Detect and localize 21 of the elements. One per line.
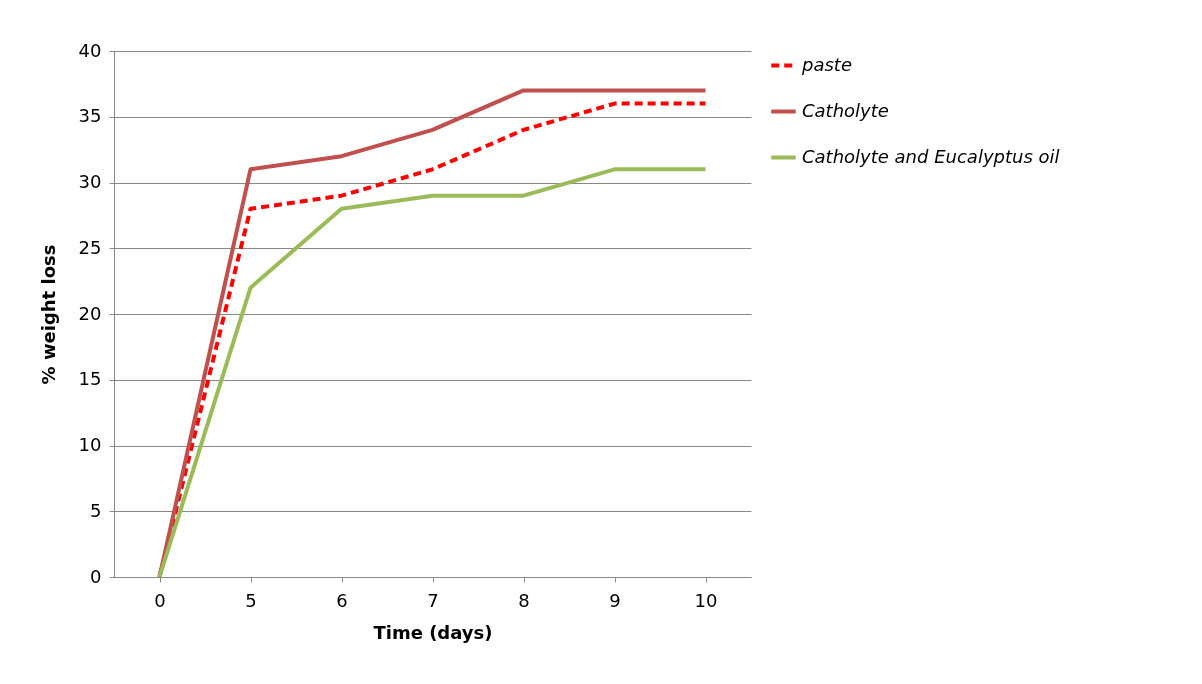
y-tick-label: 35 [78, 105, 102, 127]
legend-label: paste [801, 53, 852, 75]
y-tick-label: 20 [78, 302, 102, 324]
x-tick-label: 9 [609, 589, 621, 611]
x-tick-label: 5 [245, 589, 257, 611]
x-tick-label: 6 [336, 589, 348, 611]
y-tick-label: 5 [90, 499, 102, 521]
y-tick-label: 25 [78, 236, 102, 258]
y-tick-label: 15 [78, 368, 102, 390]
legend-label: Catholyte and Eucalyptus oil [802, 145, 1060, 167]
y-axis-title: % weight loss [37, 244, 59, 385]
y-tick-label: 40 [78, 39, 102, 61]
y-tick-label: 0 [90, 565, 102, 587]
y-tick-label: 10 [78, 434, 102, 455]
legend-label: Catholyte [802, 99, 889, 121]
x-tick-label: 7 [427, 589, 439, 611]
x-axis-title: Time (days) [373, 621, 493, 643]
y-tick-label: 30 [78, 171, 102, 192]
x-tick-label: 10 [694, 589, 718, 611]
x-tick-label: 8 [518, 589, 530, 611]
x-tick-label: 0 [154, 589, 166, 611]
